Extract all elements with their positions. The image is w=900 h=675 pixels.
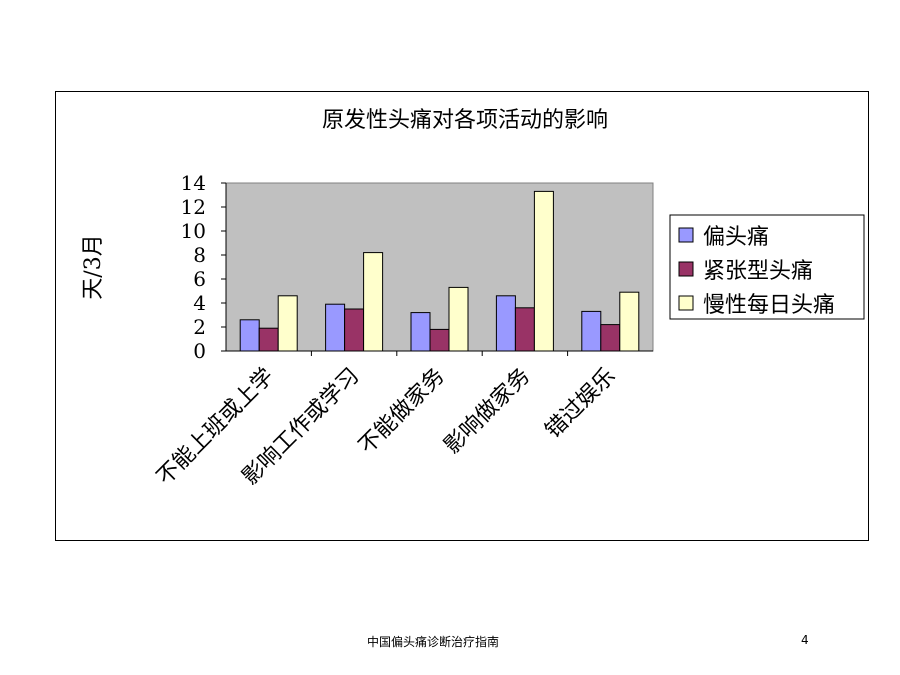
bar xyxy=(514,307,535,352)
y-tick-label: 2 xyxy=(193,315,206,339)
y-tick-label: 10 xyxy=(181,219,206,243)
x-tick-label: 影响做家务 xyxy=(440,364,535,459)
bar xyxy=(258,327,279,352)
y-tick-label: 12 xyxy=(181,195,206,219)
y-tick-label: 6 xyxy=(193,267,206,291)
bar xyxy=(495,295,516,352)
bar xyxy=(344,308,365,352)
legend-label: 慢性每日头痛 xyxy=(703,293,835,318)
bar xyxy=(325,303,346,352)
bar xyxy=(600,324,621,352)
legend-swatch xyxy=(678,261,694,277)
bar xyxy=(429,328,450,352)
bar xyxy=(619,291,640,352)
x-tick-label: 不能做家务 xyxy=(354,364,449,459)
chart-frame: 原发性头痛对各项活动的影响 0 2 4 6 8 10 12 14 天/3月 不能上班或上学 影响工作… xyxy=(55,91,869,541)
bar xyxy=(410,312,431,352)
y-axis-label: 天/3月 xyxy=(81,234,106,299)
page-number: 4 xyxy=(801,633,809,647)
chart-title: 原发性头痛对各项活动的影响 xyxy=(322,108,608,133)
legend-label: 偏头痛 xyxy=(703,225,769,250)
bar xyxy=(581,310,602,352)
bar xyxy=(239,319,260,352)
legend-swatch xyxy=(678,295,694,311)
bar xyxy=(363,252,384,352)
x-tick-label: 错过娱乐 xyxy=(541,364,621,444)
y-tick-label: 14 xyxy=(181,171,206,195)
chart-svg: 原发性头痛对各项活动的影响 02468101214天/3月不能上班或上学影响工作… xyxy=(81,108,865,490)
y-tick-label: 4 xyxy=(193,291,206,315)
legend-box xyxy=(669,214,865,320)
legend-swatch xyxy=(678,227,694,243)
bar xyxy=(277,295,298,352)
y-tick-label: 0 xyxy=(193,339,206,363)
y-tick-label: 8 xyxy=(193,243,206,267)
legend-label: 紧张型头痛 xyxy=(703,259,813,284)
footer-title: 中国偏头痛诊断治疗指南 xyxy=(367,635,500,649)
bar xyxy=(448,286,469,352)
bar xyxy=(533,190,554,352)
plot-layer: 02468101214天/3月不能上班或上学影响工作或学习不能做家务影响做家务错… xyxy=(81,171,654,490)
